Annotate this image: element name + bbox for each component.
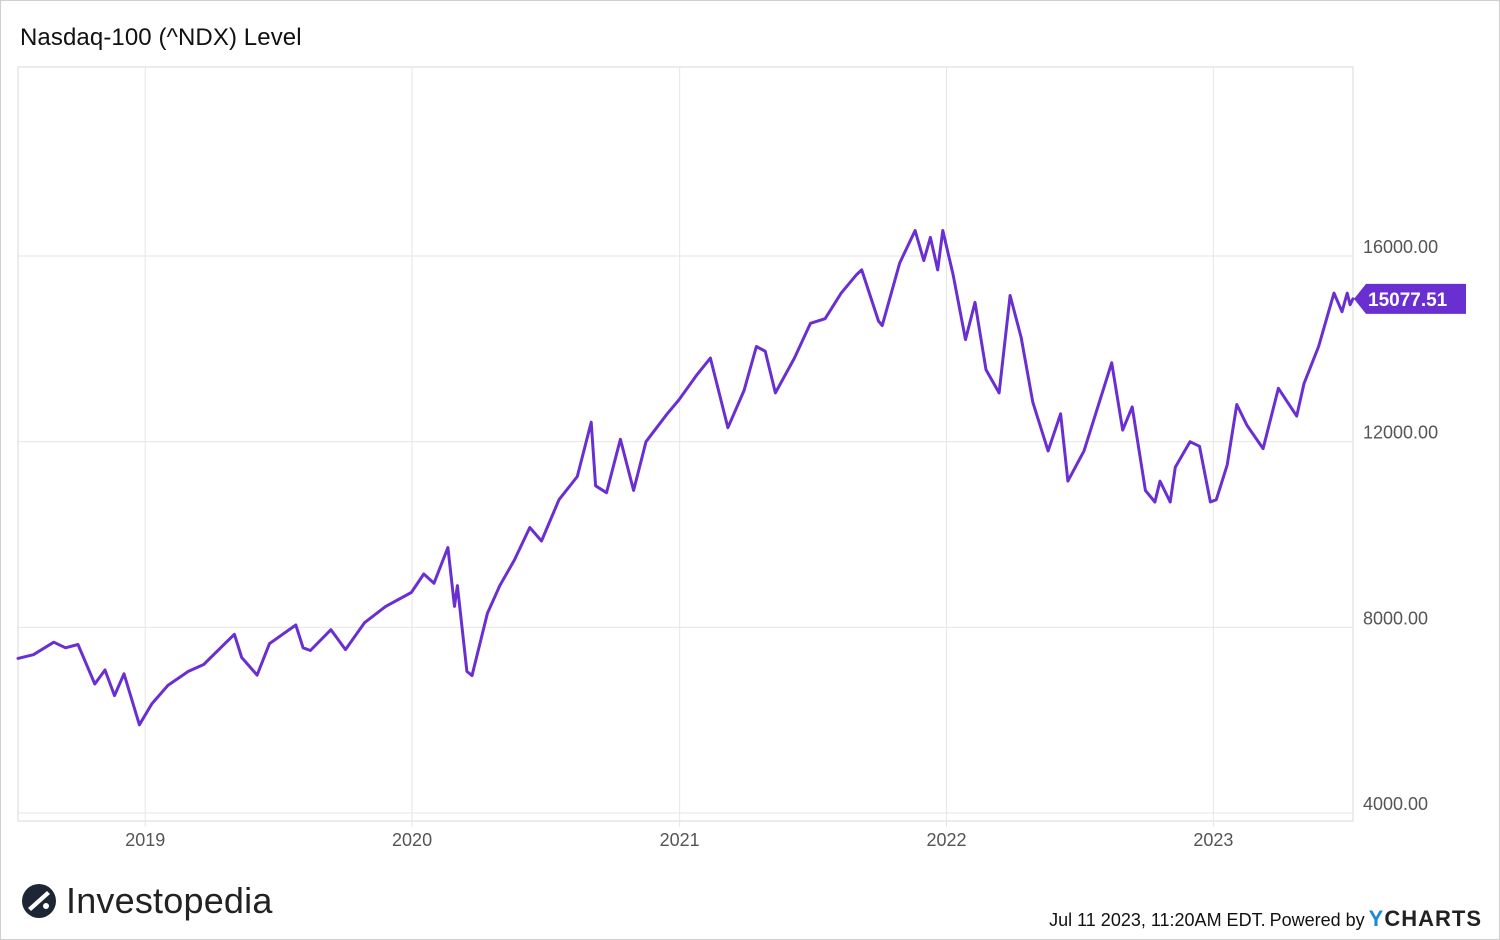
x-tick-label: 2021 — [660, 830, 700, 850]
powered-by-label: Powered by — [1269, 910, 1365, 930]
chart-footer: Jul 11 2023, 11:20AM EDT. Powered by YCH… — [1049, 906, 1482, 932]
y-tick-label: 16000.00 — [1363, 237, 1438, 257]
investopedia-mark-icon — [22, 884, 56, 918]
investopedia-logo[interactable]: Investopedia — [20, 880, 273, 922]
badge-shape — [1354, 283, 1466, 314]
x-tick-label: 2023 — [1193, 830, 1233, 850]
ycharts-wordmark: CHARTS — [1384, 906, 1482, 931]
x-tick-label: 2020 — [392, 830, 432, 850]
y-tick-label: 4000.00 — [1363, 794, 1428, 814]
grid-layer — [18, 67, 1353, 827]
x-tick-label: 2019 — [125, 830, 165, 850]
x-tick-label: 2022 — [926, 830, 966, 850]
last-value-badge: 15077.51 — [1354, 283, 1466, 314]
chart-title: Nasdaq-100 (^NDX) Level — [20, 24, 302, 51]
ycharts-mark: Y — [1368, 906, 1385, 931]
brand-name: Investopedia — [66, 880, 273, 921]
timestamp: Jul 11 2023, 11:20AM EDT. — [1049, 910, 1266, 930]
ycharts-logo[interactable]: YCHARTS — [1369, 906, 1482, 932]
last-value-label: 15077.51 — [1368, 290, 1448, 311]
y-tick-label: 12000.00 — [1363, 423, 1438, 443]
y-tick-label: 8000.00 — [1363, 608, 1428, 628]
tick-layer: 2019 2020 2021 2022 2023 16000.00 12000.00 8000… — [125, 237, 1438, 850]
plot-area — [17, 66, 1354, 822]
series-line-ndx — [16, 229, 1355, 727]
